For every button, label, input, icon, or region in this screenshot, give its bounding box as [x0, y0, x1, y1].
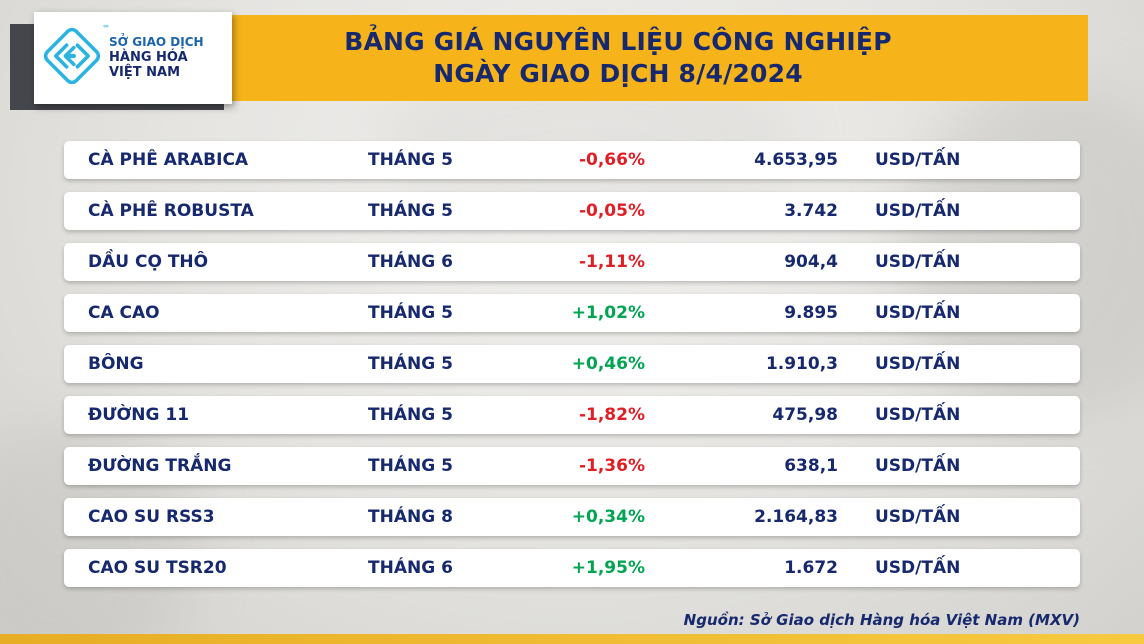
price-value: 2.164,83 — [754, 507, 838, 527]
table-row: CÀ PHÊ ROBUSTA THÁNG 5 -0,05% 3.742 USD/… — [64, 192, 1080, 230]
change-percent: +1,95% — [571, 558, 645, 578]
contract-month: THÁNG 5 — [368, 303, 453, 323]
change-percent: -1,36% — [578, 456, 645, 476]
commodity-name: ĐƯỜNG 11 — [88, 405, 190, 425]
price-value: 1.910,3 — [765, 354, 838, 374]
price-unit: USD/TẤN — [875, 252, 961, 272]
table-row: CAO SU RSS3 THÁNG 8 +0,34% 2.164,83 USD/… — [64, 498, 1080, 536]
mxv-logo-card: ™ SỞ GIAO DỊCH HÀNG HÓA VIỆT NAM — [34, 12, 232, 104]
commodity-name: ĐƯỜNG TRẮNG — [88, 456, 232, 476]
source-note: Nguồn: Sở Giao dịch Hàng hóa Việt Nam (M… — [683, 611, 1080, 629]
price-value: 904,4 — [784, 252, 838, 272]
contract-month: THÁNG 5 — [368, 456, 453, 476]
price-table: CÀ PHÊ ARABICA THÁNG 5 -0,66% 4.653,95 U… — [64, 141, 1080, 600]
commodity-name: CA CAO — [88, 303, 160, 323]
table-row: ĐƯỜNG 11 THÁNG 5 -1,82% 475,98 USD/TẤN — [64, 396, 1080, 434]
change-percent: +0,46% — [571, 354, 645, 374]
commodity-name: CÀ PHÊ ROBUSTA — [88, 201, 254, 221]
table-row: BÔNG THÁNG 5 +0,46% 1.910,3 USD/TẤN — [64, 345, 1080, 383]
contract-month: THÁNG 8 — [368, 507, 453, 527]
contract-month: THÁNG 6 — [368, 252, 453, 272]
mxv-logo-text: SỞ GIAO DỊCH HÀNG HÓA VIỆT NAM — [109, 35, 204, 81]
change-percent: +1,02% — [571, 303, 645, 323]
contract-month: THÁNG 5 — [368, 405, 453, 425]
price-unit: USD/TẤN — [875, 150, 961, 170]
trademark-symbol: ™ — [102, 24, 110, 33]
table-row: CÀ PHÊ ARABICA THÁNG 5 -0,66% 4.653,95 U… — [64, 141, 1080, 179]
page-title-line2: NGÀY GIAO DỊCH 8/4/2024 — [433, 59, 803, 88]
price-value: 475,98 — [772, 405, 838, 425]
contract-month: THÁNG 6 — [368, 558, 453, 578]
price-value: 4.653,95 — [754, 150, 838, 170]
page-title-line1: BẢNG GIÁ NGUYÊN LIỆU CÔNG NGHIỆP — [344, 26, 892, 56]
bottom-accent-strip — [0, 634, 1144, 644]
price-value: 1.672 — [784, 558, 838, 578]
table-row: CAO SU TSR20 THÁNG 6 +1,95% 1.672 USD/TẤ… — [64, 549, 1080, 587]
logo-text-line2: HÀNG HÓA — [109, 49, 188, 65]
contract-month: THÁNG 5 — [368, 354, 453, 374]
price-value: 3.742 — [784, 201, 838, 221]
change-percent: -0,66% — [578, 150, 645, 170]
commodity-name: CAO SU TSR20 — [88, 558, 227, 578]
change-percent: -1,82% — [578, 405, 645, 425]
table-row: ĐƯỜNG TRẮNG THÁNG 5 -1,36% 638,1 USD/TẤN — [64, 447, 1080, 485]
commodity-name: BÔNG — [88, 354, 144, 374]
price-unit: USD/TẤN — [875, 405, 961, 425]
price-unit: USD/TẤN — [875, 303, 961, 323]
table-row: CA CAO THÁNG 5 +1,02% 9.895 USD/TẤN — [64, 294, 1080, 332]
logo-text-line3: VIỆT NAM — [109, 65, 181, 81]
contract-month: THÁNG 5 — [368, 150, 453, 170]
commodity-name: CÀ PHÊ ARABICA — [88, 150, 249, 170]
commodity-name: CAO SU RSS3 — [88, 507, 215, 527]
commodity-name: DẦU CỌ THÔ — [88, 252, 209, 272]
price-unit: USD/TẤN — [875, 507, 961, 527]
change-percent: -0,05% — [578, 201, 645, 221]
mxv-diamond-icon: ™ — [42, 24, 110, 90]
change-percent: +0,34% — [571, 507, 645, 527]
price-unit: USD/TẤN — [875, 558, 961, 578]
contract-month: THÁNG 5 — [368, 201, 453, 221]
price-value: 9.895 — [784, 303, 838, 323]
price-unit: USD/TẤN — [875, 201, 961, 221]
header-band: BẢNG GIÁ NGUYÊN LIỆU CÔNG NGHIỆP NGÀY GI… — [148, 15, 1088, 101]
price-unit: USD/TẤN — [875, 354, 961, 374]
price-unit: USD/TẤN — [875, 456, 961, 476]
price-value: 638,1 — [784, 456, 838, 476]
logo-text-line1: SỞ GIAO DỊCH — [109, 35, 204, 50]
table-row: DẦU CỌ THÔ THÁNG 6 -1,11% 904,4 USD/TẤN — [64, 243, 1080, 281]
change-percent: -1,11% — [578, 252, 645, 272]
